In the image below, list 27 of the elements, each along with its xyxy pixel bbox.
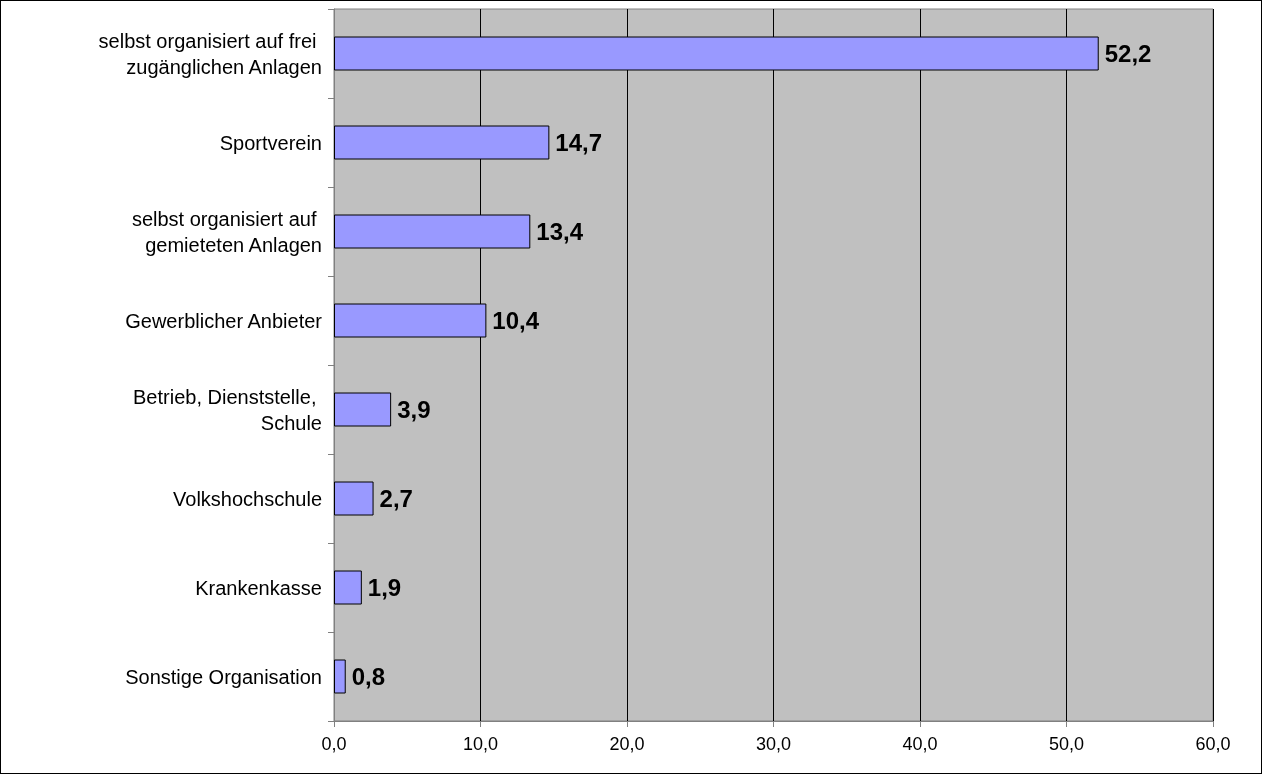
y-tick-label: Sonstige Organisation [125, 665, 322, 688]
x-tick-label: 20,0 [609, 734, 645, 754]
data-label: 3,9 [397, 396, 431, 423]
y-tick-label: Volkshochschule [173, 487, 322, 510]
y-tick-label: Gewerblicher Anbieter [125, 309, 323, 332]
data-label: 10,4 [492, 307, 540, 334]
data-label: 2,7 [379, 485, 413, 512]
x-tick-label: 30,0 [755, 734, 792, 754]
data-label: 1,9 [367, 574, 402, 601]
y-tick-label: selbst organisiert auf frei zugänglichen Anlagen [98, 29, 322, 78]
data-label: 52,2 [1104, 40, 1152, 67]
data-label: 13,4 [536, 218, 584, 245]
data-label: 14,7 [555, 129, 603, 156]
bar [334, 570, 362, 605]
y-tick-label: Krankenkasse [195, 576, 322, 599]
y-tick-label: Sportverein [219, 131, 322, 154]
x-tick-label: 10,0 [462, 734, 499, 754]
x-tick-label: 0,0 [321, 734, 347, 754]
x-tick-label: 60,0 [1195, 734, 1231, 754]
y-tick-label: Betrieb, Dienststelle, Schule [133, 385, 322, 434]
x-tick-label: 50,0 [1048, 734, 1085, 754]
bar [334, 659, 346, 694]
bar [334, 392, 392, 427]
y-tick-label: selbst organisiert auf gemieteten Anlagen [131, 207, 322, 256]
data-label: 0,8 [351, 663, 386, 690]
bar [334, 481, 374, 516]
x-tick-label: 40,0 [902, 734, 938, 754]
